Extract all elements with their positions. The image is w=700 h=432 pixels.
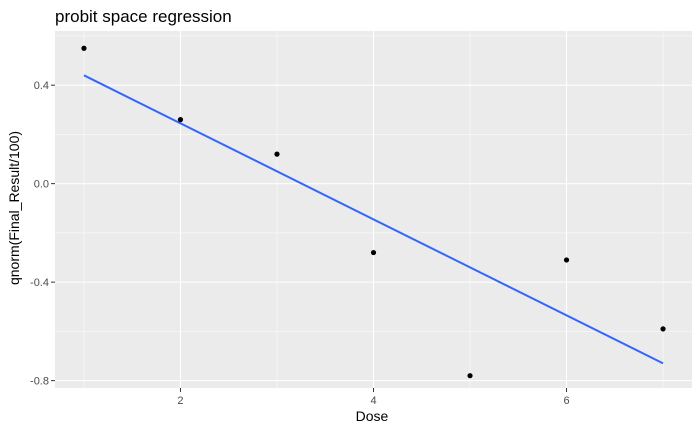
y-tick-label: 0.0: [34, 179, 49, 191]
data-point: [274, 151, 280, 157]
grid-major: [55, 31, 692, 388]
x-axis-title: Dose: [356, 408, 389, 424]
data-point: [81, 45, 87, 51]
y-axis-title: qnorm(Final_Result/100): [6, 131, 22, 285]
data-point: [177, 117, 184, 123]
data-point: [467, 373, 473, 379]
y-tick-label: -0.4: [30, 277, 49, 289]
x-tick-label: 2: [177, 395, 183, 407]
data-point: [370, 249, 377, 256]
chart-title: probit space regression: [55, 7, 232, 26]
regression-line: [83, 74, 664, 365]
data-point: [563, 257, 570, 263]
x-tick-label: 4: [370, 395, 376, 407]
regression-line-group: [83, 74, 664, 365]
axis-ticks: 2 4 6 0.4 0.0 -0.4 -0.8: [30, 80, 570, 407]
y-tick-label: -0.8: [30, 376, 49, 388]
data-point: [660, 326, 666, 332]
data-points: [81, 45, 666, 379]
y-tick-label: 0.4: [34, 80, 49, 92]
x-tick-label: 6: [563, 395, 569, 407]
